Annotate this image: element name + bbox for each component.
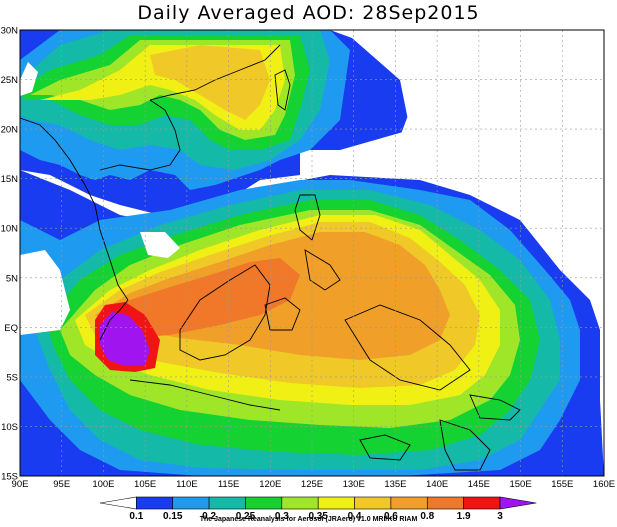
lat-tick-label: 15N [1, 174, 19, 185]
aod-field [20, 30, 604, 476]
longitude-ticks: 90E 95E 100E 105E 110E 115E 120E 125E 130E 135E 14… [12, 479, 616, 490]
lon-tick-label: 145E [468, 479, 490, 490]
latitude-ticks: 30N 25N 20N 15N 10N 5N EQ 5S 10S 15S [1, 26, 19, 483]
colorbar-label: 3 [497, 511, 503, 522]
lon-tick-label: 115E [218, 479, 239, 490]
colorbar-segment [99, 496, 137, 510]
colorbar-segment [463, 496, 501, 510]
lon-tick-label: 155E [551, 479, 573, 490]
colorbar-segment [390, 496, 428, 510]
colorbar-segment [499, 496, 537, 510]
lon-tick-label: 130E [343, 479, 365, 490]
colorbar-label: 0.6 [384, 511, 398, 522]
lat-tick-label: 20N [1, 125, 19, 136]
colorbar-label: 0.8 [420, 511, 434, 522]
lon-tick-label: 160E [593, 479, 615, 490]
lat-tick-label: 10S [1, 422, 18, 433]
colorbar-segment [208, 496, 246, 510]
map-gridlines [20, 30, 604, 476]
lon-tick-label: 105E [134, 479, 156, 490]
lat-tick-label: 25N [1, 75, 19, 86]
lon-tick-label: 120E [259, 479, 281, 490]
lon-tick-label: 125E [301, 479, 323, 490]
lon-tick-label: 135E [384, 479, 406, 490]
colorbar-label: 0.35 [308, 511, 328, 522]
map-frame [19, 29, 605, 477]
colorbar-label: 0.1 [129, 511, 143, 522]
colorbar-segment [281, 496, 319, 510]
lon-tick-label: 140E [426, 479, 448, 490]
lat-tick-label: 5S [6, 372, 18, 383]
map-title: Daily Averaged AOD: 28Sep2015 [137, 2, 480, 24]
colorbar-segment [172, 496, 210, 510]
colorbar-label: 0.2 [202, 511, 216, 522]
lon-tick-label: 110E [176, 479, 197, 490]
no-data-region [140, 232, 180, 258]
lat-tick-label: EQ [4, 323, 18, 334]
lat-tick-label: 15S [1, 472, 18, 483]
lon-tick-label: 90E [12, 479, 29, 490]
colorbar-label: 0.25 [236, 511, 256, 522]
colorbar-segment [136, 496, 174, 510]
aod-colorbar: 0.1 0.15 0.2 0.25 0.3 0.35 0.4 0.6 0.8 1.9 3 [99, 496, 537, 522]
no-data-region [20, 62, 38, 96]
colorbar-label: 0.15 [163, 511, 183, 522]
no-data-region [20, 250, 70, 335]
colorbar-label: 0.3 [275, 511, 289, 522]
lon-tick-label: 95E [53, 479, 70, 490]
lon-tick-label: 100E [92, 479, 114, 490]
colorbar-label: 1.9 [457, 511, 471, 522]
colorbar-label: 0.4 [348, 511, 362, 522]
colorbar-segment [426, 496, 464, 510]
lat-tick-label: 10N [1, 224, 19, 235]
no-data-region [370, 30, 604, 240]
lat-tick-label: 30N [1, 26, 19, 37]
data-credit: The Japanese Reanalysis for Aerosol (JRA… [199, 516, 418, 523]
aod-level-11 [100, 312, 150, 366]
lon-tick-label: 150E [509, 479, 531, 490]
colorbar-segment [245, 496, 283, 510]
colorbar-segment [354, 496, 392, 510]
colorbar-segment [317, 496, 355, 510]
lat-tick-label: 5N [6, 273, 18, 284]
